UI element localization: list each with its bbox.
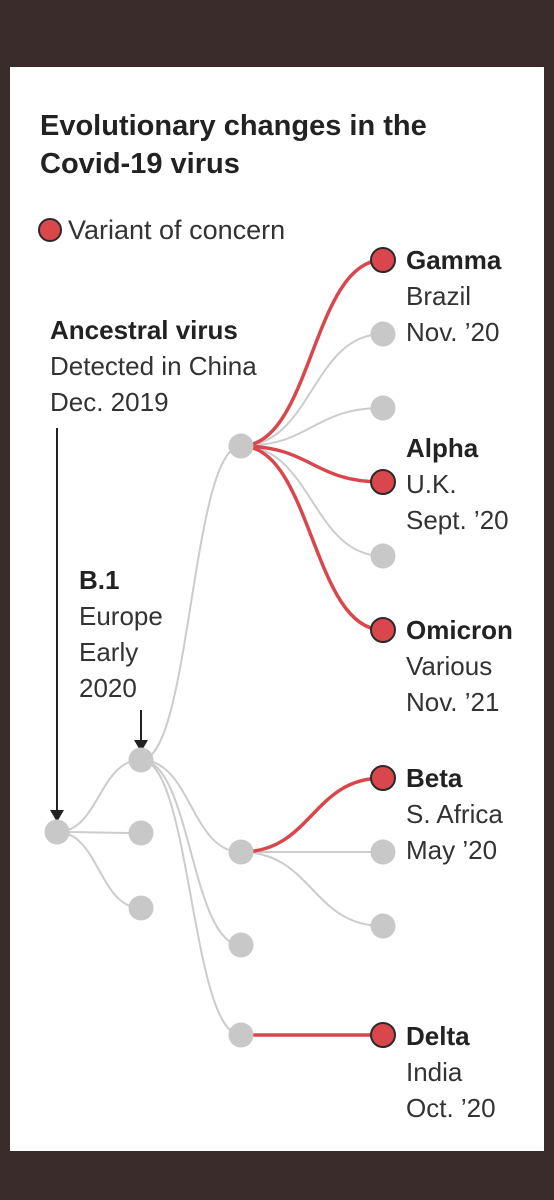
branch-root-b1: [56, 759, 142, 833]
node-root: [44, 819, 70, 845]
node-b3: [370, 913, 396, 939]
ancestral-label: Ancestral virus Detected in China Dec. 2…: [50, 315, 257, 417]
branch-p1-g5: [240, 445, 384, 557]
gamma-label: Gamma Brazil Nov. ’20: [406, 245, 502, 347]
concern-branch-gamma: [240, 258, 384, 448]
branch-p1-g3: [240, 407, 384, 447]
node-beta: [370, 765, 396, 791]
node-p3: [228, 932, 254, 958]
branch-root-rootB: [56, 831, 142, 909]
concern-branch-omicron: [240, 444, 384, 632]
legend-label: Variant of concern: [68, 214, 286, 245]
node-p1: [228, 433, 254, 459]
branch-p2-b3: [240, 851, 384, 927]
concern-branch-alpha: [240, 444, 384, 484]
graphic-card: Evolutionary changes in the Covid-19 vir…: [10, 67, 544, 1151]
delta-label: Delta India Oct. ’20: [406, 1021, 496, 1123]
node-omicron: [370, 617, 396, 643]
node-layer: [44, 247, 396, 1048]
legend: Variant of concern: [38, 212, 285, 248]
ancestral-arrow-head: [50, 810, 64, 822]
node-delta: [370, 1022, 396, 1048]
branch-b1-p3: [140, 759, 242, 946]
node-alpha: [370, 469, 396, 495]
b1-label: B.1 Europe Early 2020: [79, 565, 163, 703]
node-b1: [128, 747, 154, 773]
node-b2: [370, 839, 396, 865]
node-rootB: [128, 895, 154, 921]
branch-p1-g2: [240, 333, 384, 447]
alpha-label: Alpha U.K. Sept. ’20: [406, 433, 509, 535]
beta-label: Beta S. Africa May ’20: [406, 763, 503, 865]
branch-b1-p2: [140, 759, 242, 853]
concern-branch-beta: [240, 776, 384, 854]
branch-root-rootA: [56, 831, 142, 834]
node-g3: [370, 395, 396, 421]
branch-b1-p1: [140, 445, 242, 761]
branch-b1-p4: [140, 759, 242, 1036]
graphic-title: Evolutionary changes in the Covid-19 vir…: [40, 110, 427, 180]
node-p2: [228, 839, 254, 865]
node-g5: [370, 543, 396, 569]
omicron-label: Omicron Various Nov. ’21: [406, 615, 513, 717]
b1-arrow-head: [134, 740, 148, 752]
arrow-layer: [50, 428, 148, 822]
node-g2: [370, 321, 396, 347]
concern-branch-layer: [240, 258, 384, 1037]
node-gamma: [370, 247, 396, 273]
legend-concern-swatch: [38, 218, 62, 242]
node-p4: [228, 1022, 254, 1048]
node-rootA: [128, 820, 154, 846]
